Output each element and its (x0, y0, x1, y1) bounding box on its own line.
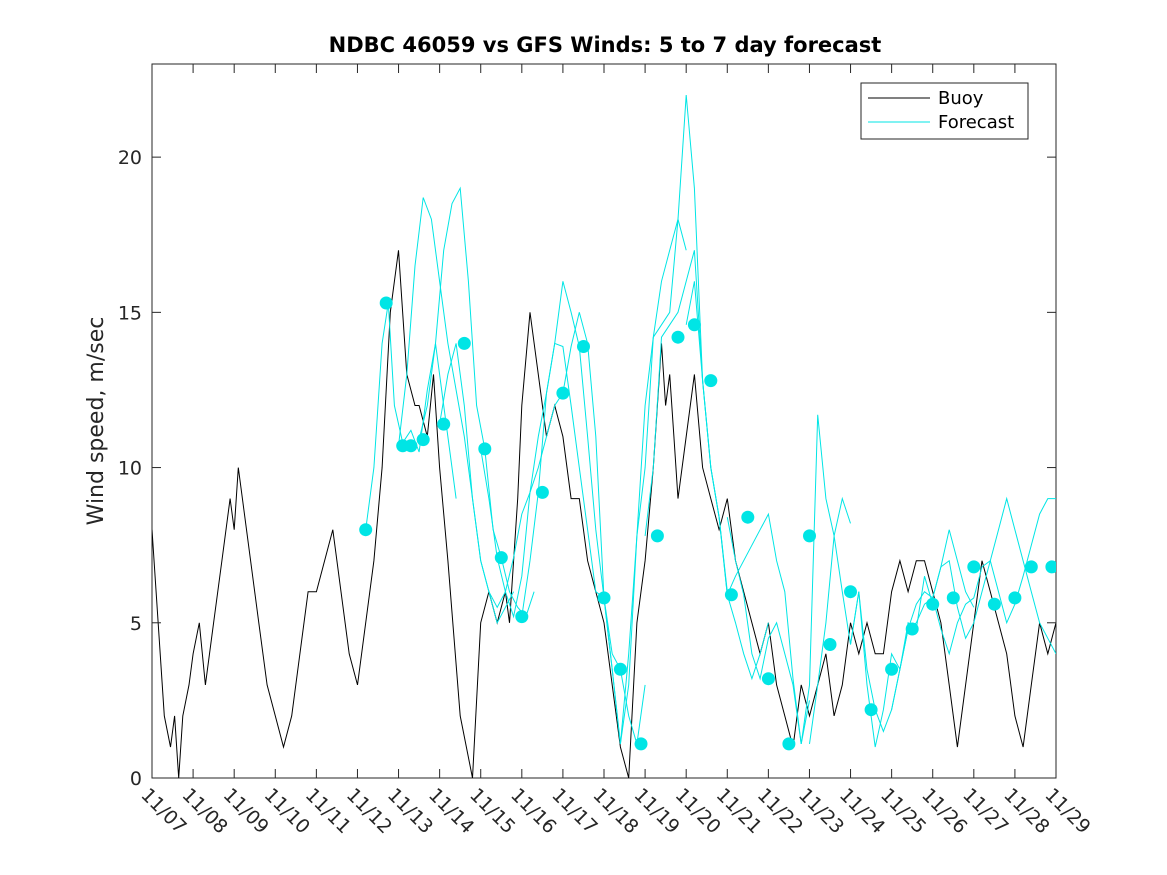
legend-forecast-label: Forecast (938, 112, 1014, 133)
series-group (152, 94, 1056, 778)
chart-title: NDBC 46059 vs GFS Winds: 5 to 7 day fore… (329, 33, 882, 57)
forecast-marker (905, 622, 919, 636)
forecast-marker (926, 597, 940, 611)
forecast-marker (946, 591, 960, 605)
y-tick-label: 10 (118, 458, 142, 480)
forecast-marker (1045, 560, 1056, 574)
forecast-marker (687, 318, 701, 332)
forecast-series-line-4 (439, 343, 564, 609)
forecast-series-line-10 (685, 281, 810, 744)
forecast-series-line-6 (521, 281, 646, 745)
forecast-marker (885, 662, 899, 676)
legend-box (860, 82, 1029, 140)
forecast-series-line-15 (932, 498, 1056, 656)
forecast-marker (761, 672, 775, 686)
forecast-marker (650, 529, 664, 543)
forecast-marker (823, 638, 837, 651)
forecast-marker (782, 737, 796, 751)
forecast-marker (478, 442, 492, 456)
forecast-marker (987, 597, 1001, 611)
forecast-marker (379, 296, 393, 310)
forecast-marker (457, 336, 471, 350)
y-tick-label: 15 (118, 302, 142, 324)
forecast-marker (535, 485, 549, 499)
forecast-marker (359, 523, 373, 537)
forecast-marker (671, 330, 685, 344)
y-axis-label: Wind speed, m/sec (84, 317, 109, 526)
forecast-marker (704, 374, 718, 388)
forecast-marker (404, 439, 418, 453)
forecast-marker (844, 585, 857, 599)
forecast-series-line-2 (398, 197, 515, 625)
forecast-series-line-3 (418, 186, 535, 618)
forecast-marker (597, 591, 611, 605)
forecast-series-line-7 (562, 217, 687, 744)
buoy-series-line (152, 250, 1056, 778)
forecast-marker (724, 588, 738, 602)
forecast-marker (967, 560, 981, 574)
forecast-series-line-11 (726, 414, 851, 744)
forecast-marker (1008, 591, 1022, 605)
forecast-marker (864, 703, 878, 717)
y-tick-label: 20 (118, 147, 142, 169)
forecast-marker (416, 433, 430, 447)
forecast-series-line-13 (850, 529, 975, 733)
legend-buoy-label: Buoy (938, 88, 984, 109)
forecast-marker (437, 417, 451, 431)
forecast-marker (577, 340, 590, 353)
forecast-marker (803, 529, 816, 543)
forecast-marker (613, 662, 627, 676)
forecast-series-line-14 (891, 496, 1056, 710)
forecast-series-line-1 (365, 302, 457, 530)
forecast-series-line-5 (480, 342, 605, 619)
y-tick-label: 0 (130, 768, 142, 790)
forecast-marker (1024, 560, 1038, 574)
forecast-marker (515, 610, 529, 624)
forecast-marker (494, 551, 508, 565)
plot-area (151, 63, 1057, 779)
forecast-marker (556, 386, 570, 400)
forecast-marker (741, 510, 755, 524)
legend: Buoy Forecast (860, 82, 1029, 140)
forecast-marker (634, 737, 648, 751)
y-tick-label: 5 (130, 613, 142, 635)
